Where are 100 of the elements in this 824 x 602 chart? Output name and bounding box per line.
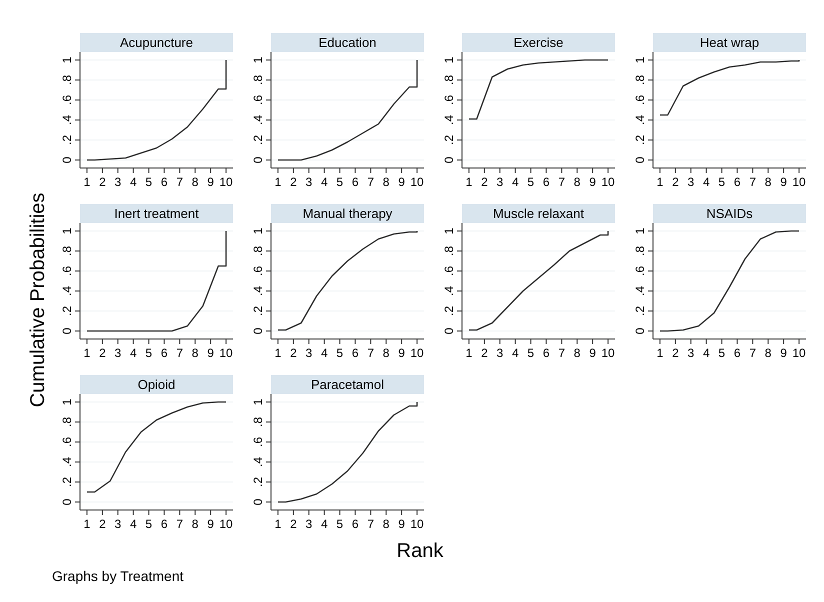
y-tick-label: .8 <box>251 416 265 428</box>
y-tick-label: .4 <box>251 286 265 296</box>
x-tick-label: 1 <box>274 346 282 360</box>
x-tick-label: 6 <box>352 175 359 189</box>
y-tick-label: 0 <box>60 156 74 164</box>
y-tick-label: 1 <box>251 227 265 234</box>
x-tick-label: 10 <box>792 346 806 360</box>
x-tick-label: 5 <box>527 175 534 189</box>
chart-title: Exercise <box>514 35 564 50</box>
x-tick-label: 3 <box>114 346 122 360</box>
y-tick-label: 0 <box>633 156 647 164</box>
y-tick-label: .2 <box>633 134 647 146</box>
y-tick-label: .4 <box>251 456 265 468</box>
y-tick-label: .2 <box>60 306 74 316</box>
x-tick-label: 5 <box>336 346 344 360</box>
y-tick-label: 1 <box>633 56 647 64</box>
y-tick-label: .6 <box>251 94 265 106</box>
line-series <box>659 59 800 116</box>
chart-title: Opioid <box>138 377 176 392</box>
x-tick-label: 4 <box>702 175 710 189</box>
y-tick-label: .4 <box>633 286 647 296</box>
y-tick-label: .2 <box>633 306 647 316</box>
x-tick-label: 8 <box>764 346 772 360</box>
x-tick-label: 1 <box>466 346 473 360</box>
y-tick-label: .8 <box>442 246 456 256</box>
y-tick-label: .2 <box>251 476 265 488</box>
x-tick-label: 3 <box>496 175 504 189</box>
chart-title: Paracetamol <box>311 377 384 392</box>
y-tick-label: .4 <box>60 114 74 126</box>
line-series <box>659 230 800 332</box>
x-tick-label: 9 <box>207 346 214 360</box>
y-tick-label: .4 <box>442 286 456 296</box>
x-tick-label: 4 <box>130 346 137 360</box>
x-tick-label: 1 <box>274 175 282 189</box>
y-tick-label: .6 <box>60 94 74 106</box>
x-tick-label: 3 <box>114 517 122 531</box>
y-tick-label: .4 <box>251 114 265 126</box>
x-tick-label: 8 <box>574 346 581 360</box>
y-tick-label: 1 <box>442 227 456 234</box>
x-tick-label: 10 <box>219 517 234 531</box>
text: Graphs by Treatment <box>52 568 184 584</box>
x-tick-label: 2 <box>290 346 298 360</box>
y-tick-label: .8 <box>60 416 74 428</box>
y-tick-label: .2 <box>442 306 456 316</box>
x-tick-label: 4 <box>130 175 137 189</box>
x-tick-label: 3 <box>306 346 313 360</box>
x-tick-label: 6 <box>734 175 741 189</box>
y-tick-label: 1 <box>251 398 265 406</box>
x-tick-label: 2 <box>99 346 106 360</box>
x-tick-label: 10 <box>219 175 234 189</box>
x-tick-label: 4 <box>320 175 328 189</box>
y-tick-label: 1 <box>60 56 74 64</box>
x-tick-label: 8 <box>192 175 199 189</box>
line-series <box>277 230 418 331</box>
x-tick-label: 10 <box>601 346 616 360</box>
x-tick-label: 5 <box>336 517 344 531</box>
y-tick-label: 0 <box>60 327 74 334</box>
x-tick-label: 6 <box>734 346 741 360</box>
x-tick-label: 6 <box>160 175 168 189</box>
y-tick-label: .6 <box>60 266 74 276</box>
line-series <box>86 59 227 161</box>
y-tick-label: .2 <box>60 134 74 146</box>
y-tick-label: .2 <box>60 476 74 488</box>
x-tick-label: 6 <box>352 346 359 360</box>
x-tick-label: 1 <box>84 175 91 189</box>
y-tick-label: 0 <box>251 498 265 506</box>
y-tick-label: 1 <box>442 56 456 64</box>
x-tick-label: 4 <box>512 175 519 189</box>
x-tick-label: 2 <box>672 175 680 189</box>
y-tick-label: .8 <box>442 74 456 86</box>
line-series <box>468 59 609 120</box>
x-tick-label: 2 <box>290 517 298 531</box>
y-tick-label: 1 <box>633 227 647 234</box>
y-tick-label: .6 <box>633 94 647 106</box>
x-tick-label: 9 <box>589 175 596 189</box>
y-tick-label: .2 <box>251 134 265 146</box>
x-tick-label: 4 <box>320 517 328 531</box>
x-tick-label: 5 <box>145 517 152 531</box>
x-tick-label: 10 <box>601 175 616 189</box>
x-tick-label: 7 <box>749 175 756 189</box>
x-tick-label: 7 <box>176 517 184 531</box>
y-tick-label: .8 <box>633 74 647 86</box>
x-tick-label: 7 <box>176 346 184 360</box>
line-series <box>277 59 418 161</box>
y-tick-label: 0 <box>60 498 74 506</box>
x-tick-label: 10 <box>219 346 234 360</box>
y-tick-label: .8 <box>60 74 74 86</box>
x-tick-label: 6 <box>160 346 168 360</box>
x-tick-label: 1 <box>84 346 91 360</box>
y-tick-label: 0 <box>442 327 456 334</box>
y-tick-label: .6 <box>60 436 74 448</box>
x-tick-label: 7 <box>558 175 566 189</box>
x-tick-label: 7 <box>367 517 374 531</box>
x-tick-label: 2 <box>290 175 298 189</box>
x-tick-label: 2 <box>672 346 680 360</box>
x-tick-label: 4 <box>702 346 710 360</box>
x-tick-label: 3 <box>114 175 122 189</box>
x-tick-label: 3 <box>496 346 504 360</box>
y-tick-label: .4 <box>60 456 74 468</box>
x-tick-label: 9 <box>398 346 406 360</box>
